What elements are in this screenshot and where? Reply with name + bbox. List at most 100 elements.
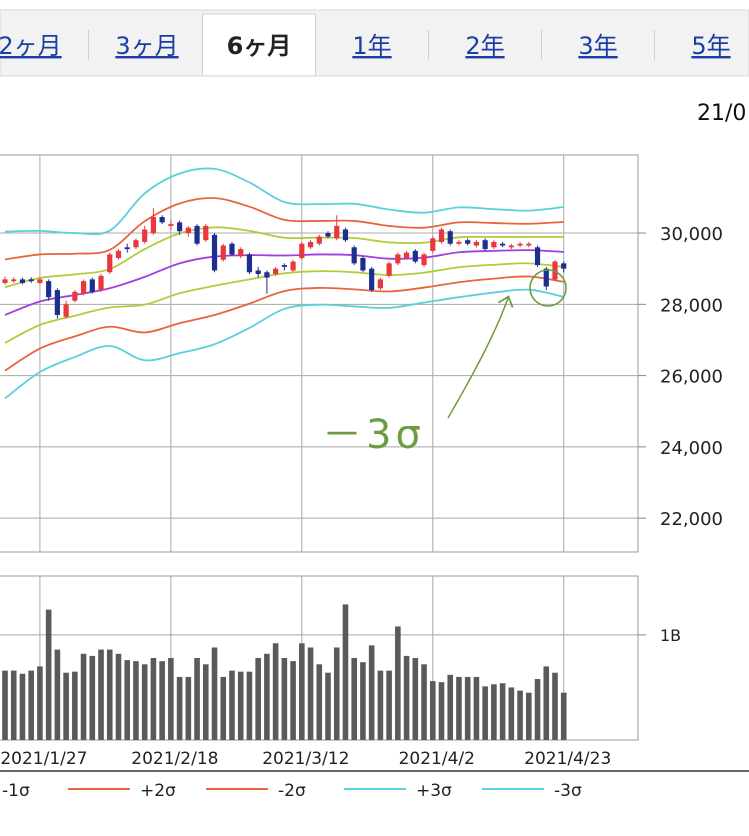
candle-body bbox=[395, 254, 401, 264]
volume-bar bbox=[403, 655, 410, 740]
candle-body bbox=[421, 254, 427, 266]
candle-body bbox=[438, 229, 445, 242]
candle-body bbox=[473, 241, 480, 246]
volume-bar bbox=[351, 658, 357, 740]
volume-bar bbox=[115, 653, 122, 740]
tab-selected-bg bbox=[202, 13, 316, 77]
band-line bbox=[4, 197, 564, 261]
volume-bar bbox=[211, 647, 218, 740]
volume-bar bbox=[473, 676, 480, 740]
tab[interactable]: 3ヶ月 bbox=[115, 32, 178, 60]
candle-body bbox=[412, 250, 418, 262]
volume-bar bbox=[246, 671, 253, 740]
date-label: 21/0 bbox=[697, 101, 746, 126]
volume-bar bbox=[412, 658, 419, 740]
volume-bar bbox=[19, 673, 26, 740]
tab[interactable]: 1年 bbox=[352, 32, 391, 60]
band-line bbox=[4, 275, 564, 372]
volume-bar bbox=[37, 666, 43, 740]
volume-bar bbox=[255, 658, 261, 740]
tab[interactable]: 2ヶ月 bbox=[0, 32, 62, 60]
candle-body bbox=[508, 245, 514, 248]
candle-body bbox=[360, 257, 366, 271]
candle-body bbox=[168, 224, 174, 226]
volume-bar bbox=[499, 683, 506, 740]
candle-body bbox=[534, 247, 541, 266]
volume-bar bbox=[534, 679, 541, 740]
candle-body bbox=[334, 225, 340, 239]
legend-label: -1σ bbox=[2, 781, 30, 801]
volume-bar bbox=[176, 676, 183, 740]
volume-bar bbox=[54, 649, 61, 740]
y-tick-label: 28,000 bbox=[660, 295, 723, 316]
band-line bbox=[4, 262, 564, 344]
annotation-circle bbox=[529, 269, 567, 307]
candle-body bbox=[517, 243, 523, 246]
price-panel bbox=[0, 154, 639, 553]
candle-body bbox=[482, 240, 488, 250]
volume-bar bbox=[325, 672, 331, 740]
candle-body bbox=[185, 227, 191, 234]
volume-bar bbox=[28, 670, 34, 740]
candle-body bbox=[264, 272, 270, 278]
candle-body bbox=[133, 240, 139, 248]
volume-bar bbox=[552, 672, 558, 740]
volume-bar bbox=[377, 670, 384, 740]
candle-body bbox=[290, 261, 296, 271]
volume-bar bbox=[429, 681, 436, 740]
volume-bar bbox=[63, 672, 69, 740]
candle-body bbox=[456, 241, 462, 244]
candle-body bbox=[561, 263, 567, 269]
tabs: 2ヶ月 3ヶ月 6ヶ月 1年 2年 3年 5年 bbox=[0, 13, 731, 77]
y-tick-label: 22,000 bbox=[660, 509, 723, 530]
volume-bar bbox=[456, 676, 462, 740]
volume-bar bbox=[237, 671, 244, 740]
candle-body bbox=[403, 252, 410, 258]
x-tick-label: 2021/4/23 bbox=[524, 749, 611, 769]
volume-bar bbox=[508, 687, 515, 740]
annotation-arrow bbox=[447, 295, 514, 419]
band-line bbox=[4, 167, 564, 236]
candle-body bbox=[150, 217, 157, 234]
candle-body bbox=[54, 290, 60, 316]
annotation: －3σ bbox=[322, 412, 425, 458]
candle-body bbox=[28, 279, 34, 282]
tab[interactable]: 2年 bbox=[465, 32, 504, 60]
candle-body bbox=[63, 304, 69, 317]
candle-body bbox=[281, 265, 287, 267]
candle-body bbox=[299, 243, 305, 258]
volume-bar bbox=[360, 662, 366, 740]
candle-body bbox=[203, 225, 209, 241]
legend: -1σ +2σ -2σ +3σ -3σ bbox=[2, 781, 582, 801]
volume-bar bbox=[342, 604, 349, 740]
volume-bar bbox=[438, 682, 445, 740]
volume-bar bbox=[281, 658, 288, 740]
tab[interactable]: 5年 bbox=[691, 32, 730, 60]
candle-body bbox=[307, 241, 314, 248]
candle-body bbox=[2, 279, 8, 283]
candle-body bbox=[316, 236, 322, 244]
candle-body bbox=[491, 241, 497, 248]
volume-bar bbox=[482, 686, 488, 740]
candle-body bbox=[377, 279, 383, 289]
volume-bar bbox=[45, 609, 52, 740]
candle-body bbox=[194, 225, 200, 244]
band-line bbox=[4, 288, 564, 400]
legend-label: -3σ bbox=[554, 781, 582, 801]
candle-body bbox=[37, 279, 43, 283]
candle-body bbox=[386, 263, 392, 276]
candle-body bbox=[447, 231, 453, 244]
candle-body bbox=[273, 268, 279, 275]
tab[interactable]: 3年 bbox=[578, 32, 617, 60]
candle-body bbox=[72, 291, 78, 301]
tab[interactable]: 6ヶ月 bbox=[227, 32, 292, 60]
band-line bbox=[4, 249, 564, 316]
volume-bar bbox=[395, 626, 401, 740]
candle-body bbox=[89, 279, 95, 292]
candle-body bbox=[543, 268, 549, 287]
volume-bar bbox=[133, 661, 139, 740]
candle-body bbox=[220, 245, 226, 260]
band-line bbox=[4, 226, 564, 289]
candle-body bbox=[229, 243, 235, 255]
